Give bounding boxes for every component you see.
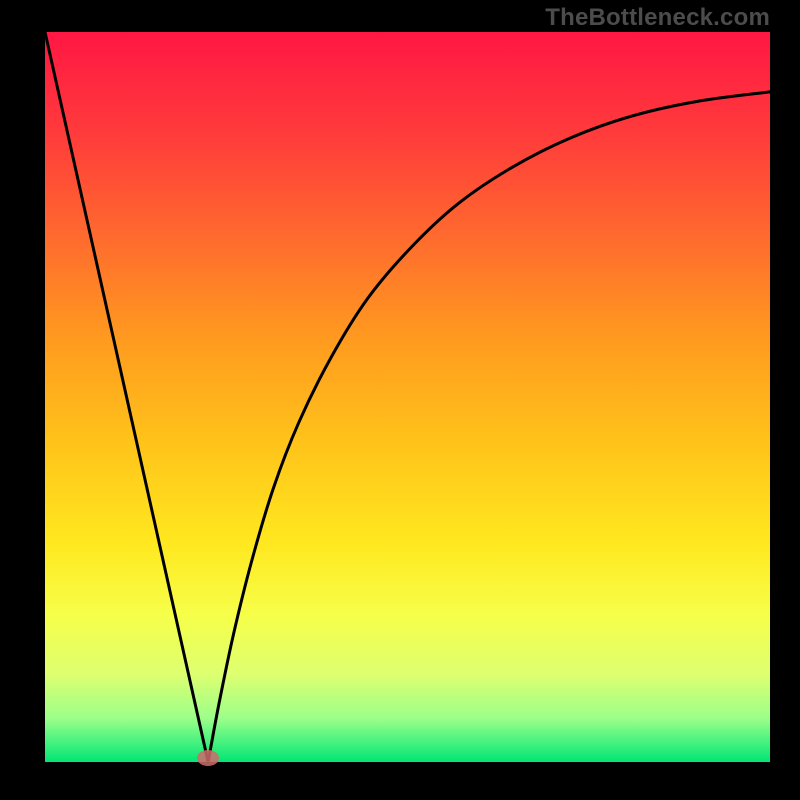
chart-container: TheBottleneck.com (0, 0, 800, 800)
valley-marker (197, 750, 219, 766)
watermark-text: TheBottleneck.com (545, 4, 770, 32)
bottleneck-curve-svg (45, 32, 770, 762)
bottleneck-curve (45, 32, 770, 762)
plot-area (45, 32, 770, 762)
